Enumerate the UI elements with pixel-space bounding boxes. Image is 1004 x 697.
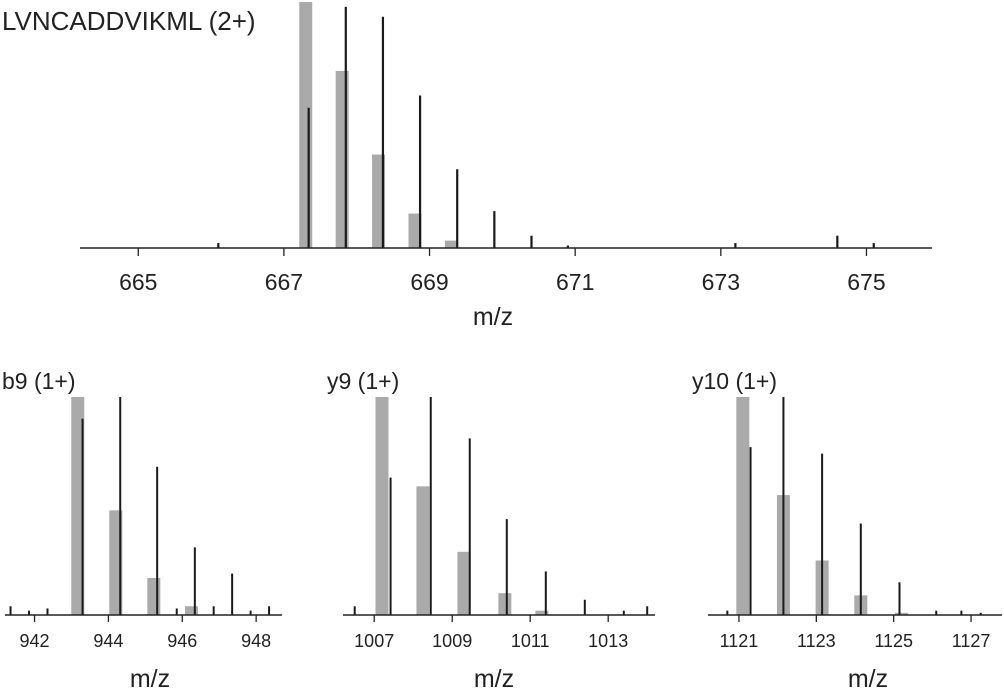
theoretical-bar <box>147 577 161 615</box>
theoretical-bar <box>375 397 389 615</box>
spectrum-panel-3: 1007 1009 1011 1013 y9 (1+) m/z <box>327 368 655 693</box>
theoretical-bar <box>498 593 512 615</box>
x-tick-label: 1121 <box>720 631 759 651</box>
x-tick-label: 948 <box>241 631 271 651</box>
theoretical-bar <box>109 510 123 615</box>
x-tick-label: 665 <box>119 269 157 295</box>
x-tick-label: 1011 <box>511 631 550 651</box>
x-tick-label: 944 <box>93 631 123 651</box>
x-tick-label: 942 <box>20 631 50 651</box>
spectrum-panel-1: 665 667 669 671 673 675 LVNCADDVIKML (2+) m/z <box>2 2 932 331</box>
x-tick-label: 1007 <box>354 631 394 651</box>
theoretical-bar <box>444 240 458 248</box>
theoretical-bar <box>416 486 430 615</box>
panel-title: LVNCADDVIKML (2+) <box>2 6 256 36</box>
x-tick-label: 1123 <box>797 631 836 651</box>
x-tick-label: 675 <box>847 269 885 295</box>
theoretical-bar <box>736 397 750 615</box>
x-axis-label: m/z <box>474 665 514 692</box>
x-tick-label: 1127 <box>952 631 991 651</box>
theoretical-bar <box>408 213 422 248</box>
panel-title: y9 (1+) <box>327 368 399 394</box>
x-tick-label: 1013 <box>588 631 628 651</box>
x-tick-label: 667 <box>265 269 303 295</box>
x-tick-label: 946 <box>167 631 197 651</box>
panel-title: y10 (1+) <box>692 368 777 394</box>
x-tick-label: 671 <box>556 269 594 295</box>
x-tick-label: 673 <box>702 269 740 295</box>
x-axis-label: m/z <box>848 665 888 692</box>
spectrum-panel-4: 1121 1123 1125 1127 y10 (1+) m/z <box>692 368 1002 693</box>
theoretical-bar <box>185 606 199 615</box>
x-axis-label: m/z <box>130 665 170 692</box>
theoretical-bar <box>299 2 313 248</box>
theoretical-bar <box>457 551 471 615</box>
x-tick-label: 1125 <box>874 631 913 651</box>
spectrum-panel-2: 942 944 946 948 b9 (1+) m/z <box>2 368 282 693</box>
x-tick-label: 1009 <box>432 631 472 651</box>
theoretical-bar <box>894 612 908 615</box>
theoretical-bar <box>535 610 549 615</box>
theoretical-bar <box>71 397 85 615</box>
theoretical-bar <box>372 154 386 248</box>
x-tick-label: 669 <box>410 269 448 295</box>
panel-title: b9 (1+) <box>2 368 76 394</box>
x-axis-label: m/z <box>473 303 513 331</box>
